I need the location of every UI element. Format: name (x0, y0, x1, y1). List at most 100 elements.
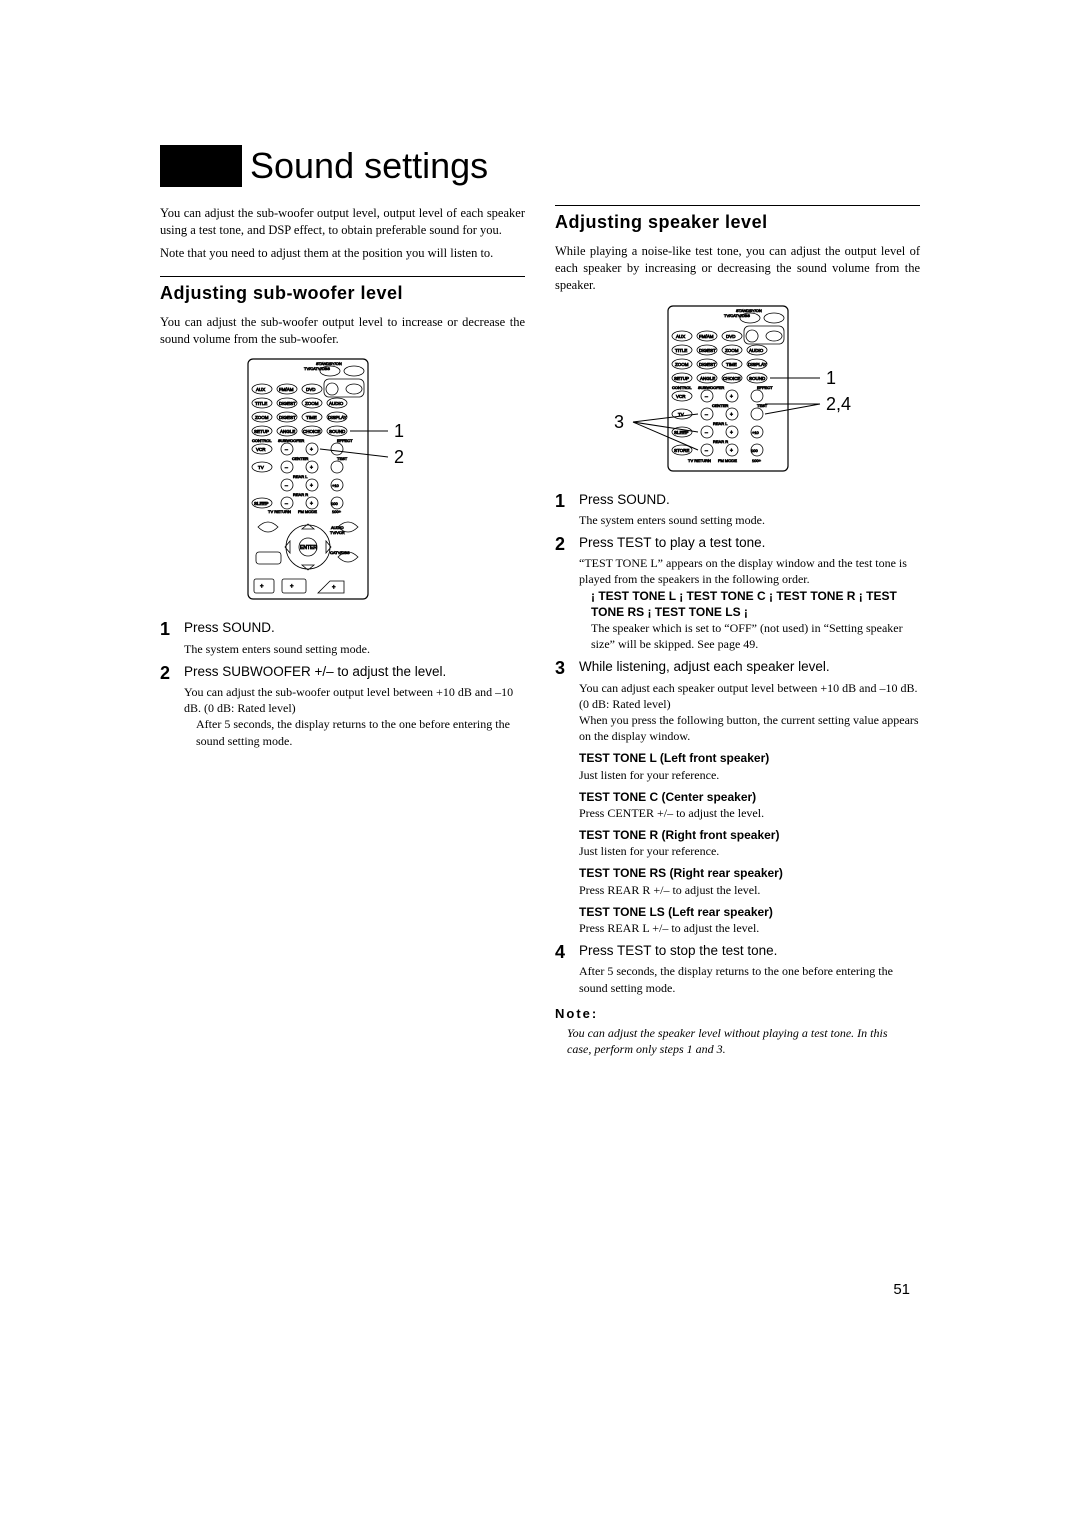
svg-text:DIGEST: DIGEST (279, 415, 296, 420)
svg-text:+10: +10 (752, 430, 760, 435)
right-section-head: Adjusting speaker level (555, 212, 920, 233)
tone-body-c: Press CENTER +/– to adjust the level. (579, 805, 920, 821)
svg-text:ZOOM: ZOOM (675, 362, 689, 367)
step-number: 3 (555, 658, 579, 936)
page-title-block: Sound settings (160, 145, 920, 187)
svg-text:ANGLE: ANGLE (280, 429, 295, 434)
svg-text:DIGEST: DIGEST (699, 348, 716, 353)
tone-body-r: Just listen for your reference. (579, 843, 920, 859)
step-sub: The system enters sound setting mode. (184, 641, 525, 657)
svg-text:–: – (705, 430, 708, 436)
svg-text:REAR R: REAR R (713, 439, 728, 444)
svg-text:TITLE: TITLE (675, 348, 687, 353)
section-rule (555, 205, 920, 206)
svg-text:DIGEST: DIGEST (699, 362, 716, 367)
step-number: 2 (160, 663, 184, 749)
svg-text:SETUP: SETUP (254, 429, 269, 434)
svg-text:FM/AM: FM/AM (699, 334, 714, 339)
section-rule (160, 276, 525, 277)
svg-text:EFFECT: EFFECT (757, 385, 773, 390)
title-black-tab (160, 145, 242, 187)
step-number: 1 (555, 491, 579, 528)
svg-text:ENTER: ENTER (300, 545, 317, 551)
step-sub: You can adjust each speaker output level… (579, 680, 920, 712)
remote-right-wrap: STANDBY/ON TV/CATV/DBS AUX FM/AM DVD TIT… (555, 304, 920, 479)
tone-body-rs: Press REAR R +/– to adjust the level. (579, 882, 920, 898)
test-tone-sequence: ¡ TEST TONE L ¡ TEST TONE C ¡ TEST TONE … (579, 588, 920, 620)
svg-text:REAR R: REAR R (293, 492, 308, 497)
page-number: 51 (893, 1281, 910, 1298)
svg-text:TV/CATV/DBS: TV/CATV/DBS (304, 366, 330, 371)
svg-text:ZOOM: ZOOM (305, 401, 319, 406)
left-column: You can adjust the sub-woofer output lev… (160, 205, 525, 1057)
step-number: 4 (555, 942, 579, 996)
step-sub: After 5 seconds, the display returns to … (579, 963, 920, 995)
page-title: Sound settings (242, 145, 488, 187)
left-para: You can adjust the sub-woofer output lev… (160, 314, 525, 348)
svg-text:–: – (705, 448, 708, 454)
svg-text:CONTROL: CONTROL (252, 438, 272, 443)
svg-text:TV RETURN: TV RETURN (268, 509, 291, 514)
step-title: While listening, adjust each speaker lev… (579, 658, 920, 676)
svg-text:SOUND: SOUND (749, 376, 766, 381)
callout-24: 2,4 (826, 394, 851, 414)
columns: You can adjust the sub-woofer output lev… (160, 205, 920, 1057)
svg-text:TIME: TIME (306, 415, 317, 420)
tone-body-l: Just listen for your reference. (579, 767, 920, 783)
tone-head-c: TEST TONE C (Center speaker) (579, 789, 920, 805)
svg-text:+: + (730, 448, 733, 454)
note-head: Note: (555, 1006, 920, 1021)
svg-text:+: + (310, 447, 313, 453)
step-indent: After 5 seconds, the display returns to … (184, 716, 525, 748)
svg-text:VCR: VCR (256, 447, 266, 452)
remote-left-diagram: STANDBY/ON TV/CATV/DBS AUX FM/AM DVD TIT… (238, 357, 448, 607)
svg-text:TV RETURN: TV RETURN (688, 458, 711, 463)
svg-text:–: – (705, 412, 708, 418)
svg-text:AUX: AUX (256, 387, 265, 392)
step-sub: The system enters sound setting mode. (579, 512, 920, 528)
svg-text:TV: TV (258, 465, 264, 470)
svg-text:TEST: TEST (337, 456, 348, 461)
svg-text:+10: +10 (332, 483, 340, 488)
svg-text:STORE: STORE (674, 448, 689, 453)
right-step-1: 1 Press SOUND. The system enters sound s… (555, 491, 920, 528)
callout-2: 2 (394, 447, 404, 467)
svg-text:VCR: VCR (676, 394, 686, 399)
svg-text:100: 100 (331, 501, 338, 506)
tone-body-ls: Press REAR L +/– to adjust the level. (579, 920, 920, 936)
left-intro-note: Note that you need to adjust them at the… (160, 245, 525, 262)
svg-text:DVD: DVD (726, 334, 736, 339)
svg-text:+: + (730, 412, 733, 418)
svg-text:SUBWOOFER: SUBWOOFER (278, 438, 304, 443)
tone-head-rs: TEST TONE RS (Right rear speaker) (579, 865, 920, 881)
svg-text:AUDIO: AUDIO (329, 401, 344, 406)
svg-text:TITLE: TITLE (255, 401, 267, 406)
tone-head-l: TEST TONE L (Left front speaker) (579, 750, 920, 766)
step-number: 2 (555, 534, 579, 652)
svg-text:CONTROL: CONTROL (672, 385, 692, 390)
svg-text:CENTER: CENTER (712, 403, 729, 408)
svg-text:SUBWOOFER: SUBWOOFER (698, 385, 724, 390)
svg-text:+: + (332, 585, 336, 591)
svg-text:CENTER: CENTER (292, 456, 309, 461)
svg-text:–: – (285, 501, 288, 507)
left-intro: You can adjust the sub-woofer output lev… (160, 205, 525, 239)
right-step-3: 3 While listening, adjust each speaker l… (555, 658, 920, 936)
svg-text:CATV/DBS: CATV/DBS (330, 550, 350, 555)
step-number: 1 (160, 619, 184, 656)
svg-text:FM/AM: FM/AM (279, 387, 294, 392)
right-column: Adjusting speaker level While playing a … (555, 205, 920, 1057)
step-sub: You can adjust the sub-woofer output lev… (184, 684, 525, 716)
svg-text:+: + (730, 394, 733, 400)
step-sub: When you press the following button, the… (579, 712, 920, 744)
svg-text:AUX: AUX (676, 334, 685, 339)
svg-text:SLEEP: SLEEP (254, 501, 269, 506)
svg-text:–: – (285, 447, 288, 453)
svg-text:+: + (730, 430, 733, 436)
remote-right-svg: STANDBY/ON TV/CATV/DBS AUX FM/AM DVD TIT… (598, 304, 878, 474)
left-step-2: 2 Press SUBWOOFER +/– to adjust the leve… (160, 663, 525, 749)
callout-1: 1 (394, 421, 404, 441)
svg-text:CHOICE: CHOICE (303, 429, 321, 434)
svg-text:EFFECT: EFFECT (337, 438, 353, 443)
svg-text:+: + (290, 584, 294, 590)
